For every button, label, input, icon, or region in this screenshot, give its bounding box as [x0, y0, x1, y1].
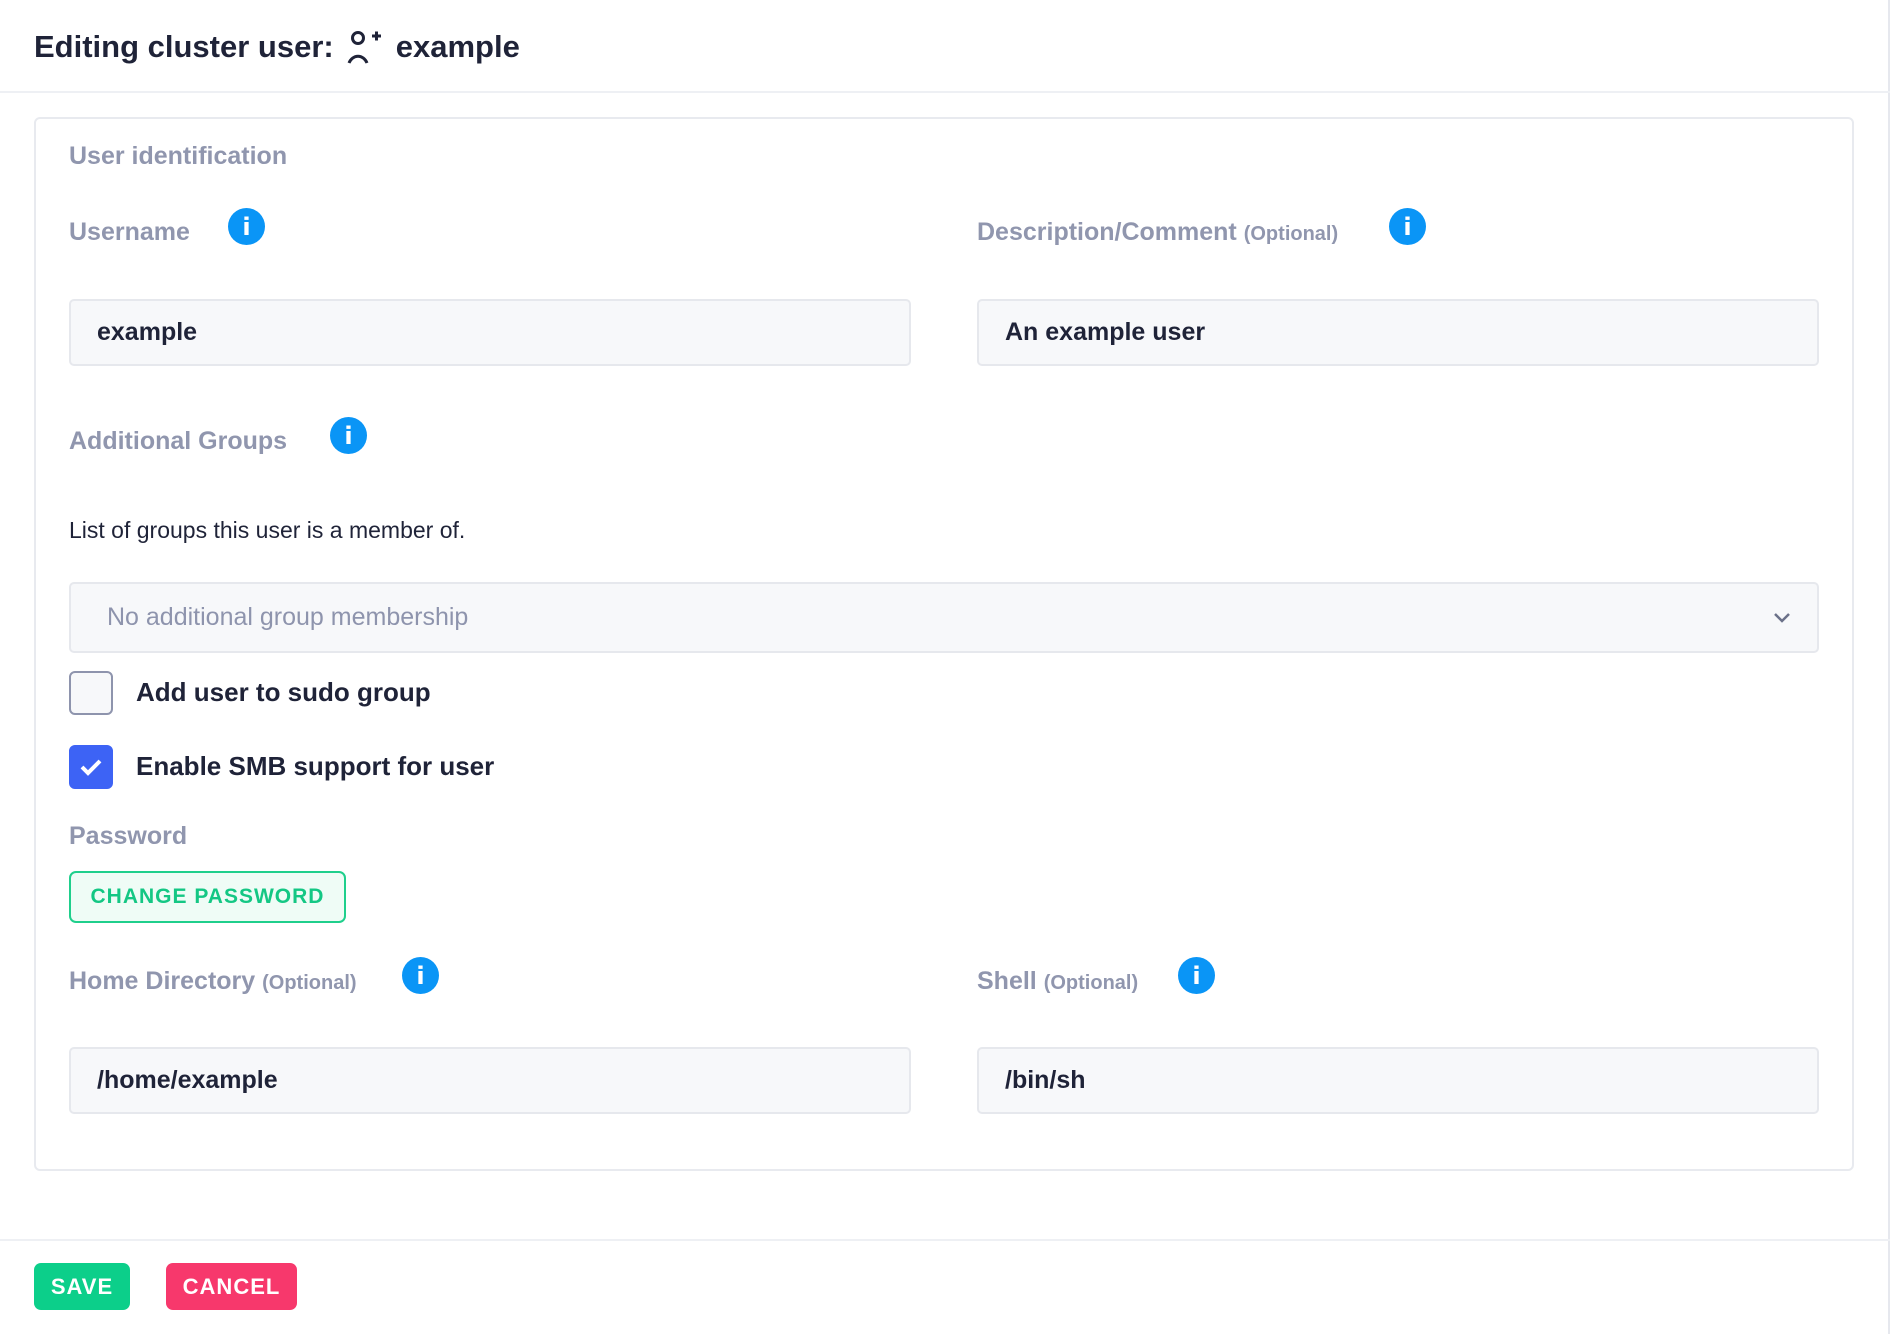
groups-label: Additional Groups	[69, 427, 288, 455]
sudo-checkbox[interactable]	[69, 671, 113, 715]
username-label: Username	[69, 218, 190, 246]
groups-help-text: List of groups this user is a member of.	[69, 517, 466, 543]
description-input[interactable]: An example user	[977, 299, 1819, 366]
title-username: example	[395, 29, 520, 64]
sudo-label: Add user to sudo group	[136, 677, 431, 707]
page-header	[0, 0, 1890, 93]
smb-checkbox[interactable]	[69, 745, 113, 789]
change-password-button[interactable]: CHANGE PASSWORD	[69, 871, 346, 923]
check-icon	[80, 759, 102, 776]
groups-placeholder: No additional group membership	[107, 603, 469, 631]
home-input[interactable]: /home/example	[69, 1047, 911, 1114]
username-info-icon[interactable]: i	[228, 208, 265, 245]
cancel-button[interactable]: CANCEL	[166, 1263, 297, 1310]
groups-info-icon[interactable]: i	[330, 417, 367, 454]
section-title: User identification	[69, 142, 288, 170]
smb-label: Enable SMB support for user	[136, 751, 495, 781]
footer-divider	[0, 1239, 1890, 1241]
title-prefix: Editing cluster user:	[34, 29, 334, 64]
user-plus-icon	[347, 31, 381, 64]
user-form-card	[34, 117, 1854, 1171]
chevron-down-icon	[1774, 613, 1790, 623]
groups-select[interactable]: No additional group membership	[69, 582, 1819, 653]
description-info-icon[interactable]: i	[1389, 208, 1426, 245]
shell-info-icon[interactable]: i	[1178, 957, 1215, 994]
password-label: Password	[69, 822, 188, 850]
shell-input[interactable]: /bin/sh	[977, 1047, 1819, 1114]
save-button[interactable]: SAVE	[34, 1263, 130, 1310]
page-title: Editing cluster user: example	[34, 28, 520, 66]
username-input[interactable]: example	[69, 299, 911, 366]
shell-label: Shell (Optional)	[977, 967, 1139, 995]
home-info-icon[interactable]: i	[402, 957, 439, 994]
description-label: Description/Comment (Optional)	[977, 218, 1339, 246]
home-label: Home Directory (Optional)	[69, 967, 357, 995]
